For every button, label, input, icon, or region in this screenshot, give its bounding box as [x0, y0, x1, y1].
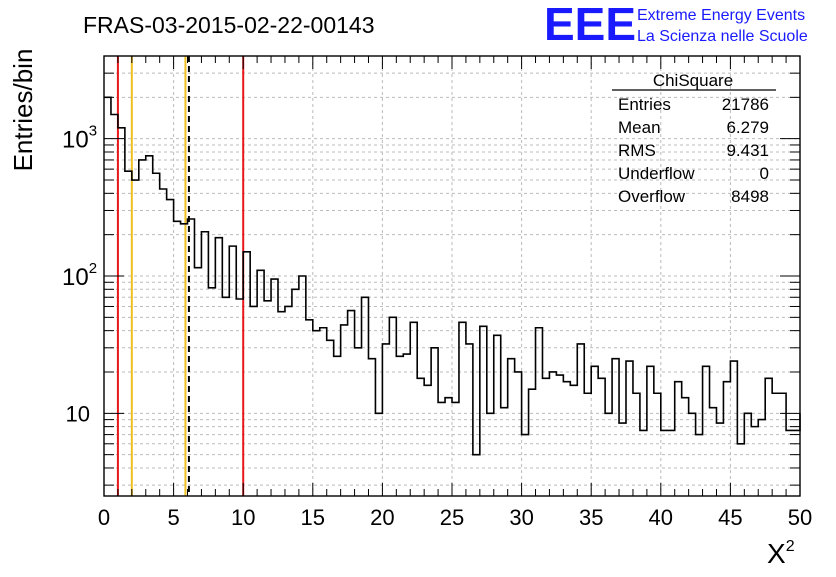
y-axis-label: Entries/bin — [8, 49, 38, 172]
stats-row-label: RMS — [618, 141, 656, 160]
y-tick-label: 102 — [62, 260, 97, 291]
x-tick-label: 35 — [579, 505, 603, 530]
stats-row-label: Mean — [618, 118, 661, 137]
x-axis-label: X2 — [767, 538, 795, 569]
x-tick-label: 20 — [370, 505, 394, 530]
grid-lines — [104, 55, 800, 496]
y-tick-label: 103 — [62, 123, 97, 154]
y-tick-label-base: 10 — [62, 264, 89, 291]
y-tick-label: 10 — [66, 401, 90, 426]
x-axis-label-base: X — [767, 538, 786, 569]
stats-title: ChiSquare — [653, 71, 733, 90]
x-tick-label: 30 — [509, 505, 533, 530]
y-tick-label-base: 10 — [62, 127, 89, 154]
logo-line-1: Extreme Energy Events — [637, 7, 805, 24]
stats-row-value: 9.431 — [726, 141, 769, 160]
x-tick-label: 50 — [788, 505, 812, 530]
stats-row-label: Entries — [618, 95, 671, 114]
stats-rows: Entries 21786 Mean 6.279 RMS 9.431 Underflow 0 O… — [618, 95, 769, 206]
stats-row-value: 0 — [760, 164, 769, 183]
histogram-series — [104, 96, 801, 456]
x-tick-label: 40 — [649, 505, 673, 530]
y-tick-label-exponent: 3 — [89, 123, 97, 140]
axis-ticks — [103, 55, 801, 496]
x-tick-label: 45 — [718, 505, 742, 530]
stats-row-value: 8498 — [731, 187, 769, 206]
eee-logo: EEE — [544, 0, 636, 50]
stats-row-label: Underflow — [618, 164, 695, 183]
stats-row-value: 21786 — [722, 95, 769, 114]
x-tick-label: 25 — [440, 505, 464, 530]
x-tick-label: 0 — [98, 505, 110, 530]
x-tick-label: 5 — [167, 505, 179, 530]
logo-line-2: La Scienza nelle Scuole — [637, 28, 808, 45]
chart-title: FRAS-03-2015-02-22-00143 — [83, 12, 375, 38]
y-tick-label-exponent: 2 — [89, 260, 97, 277]
stats-box: ChiSquare Entries 21786 Mean 6.279 RMS 9.431 U… — [612, 71, 776, 206]
x-axis-label-sup: 2 — [786, 538, 795, 555]
x-tick-label: 15 — [301, 505, 325, 530]
stats-row-label: Overflow — [618, 187, 686, 206]
x-tick-label: 10 — [231, 505, 255, 530]
stats-row-value: 6.279 — [726, 118, 769, 137]
